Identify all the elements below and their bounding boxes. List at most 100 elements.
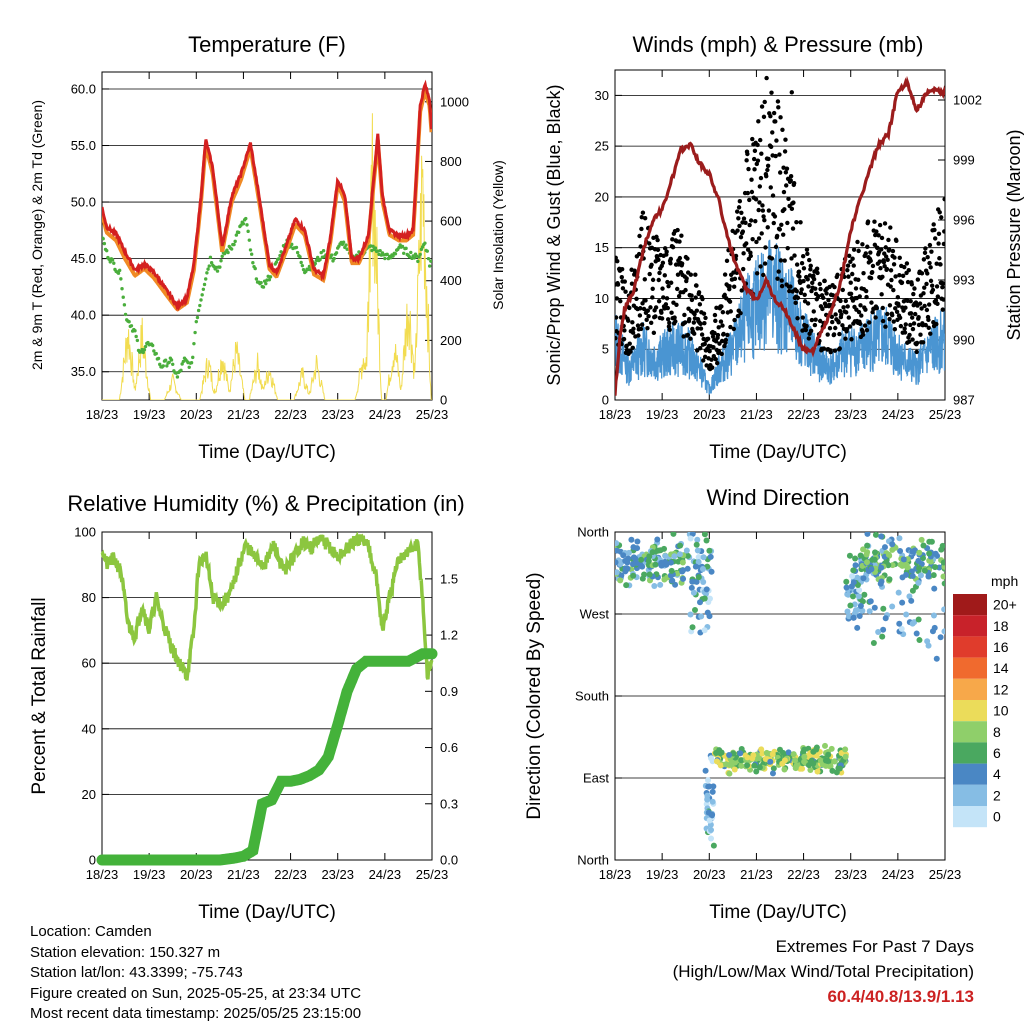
direction-point bbox=[895, 589, 902, 596]
direction-point bbox=[744, 762, 751, 769]
gust-point bbox=[905, 279, 911, 285]
dewpoint-point bbox=[175, 375, 180, 379]
gust-point bbox=[630, 345, 635, 351]
dewpoint-point bbox=[199, 298, 203, 302]
rh-series bbox=[96, 532, 438, 866]
x-tick-label: 24/23 bbox=[882, 867, 915, 882]
gust-point bbox=[736, 216, 741, 221]
direction-point bbox=[925, 573, 932, 580]
gust-point bbox=[916, 322, 922, 328]
gust-point bbox=[764, 173, 769, 179]
gust-point bbox=[675, 227, 680, 233]
gust-point bbox=[928, 278, 934, 284]
legend-label: 0 bbox=[993, 809, 1001, 825]
dewpoint-point bbox=[371, 244, 375, 249]
gust-point bbox=[731, 326, 736, 332]
gust-point bbox=[888, 268, 894, 273]
gust-point bbox=[721, 331, 726, 337]
gust-point bbox=[714, 305, 719, 311]
gust-point bbox=[863, 251, 868, 256]
gust-point bbox=[638, 306, 643, 311]
gust-point bbox=[841, 305, 846, 310]
dewpoint-point bbox=[254, 277, 259, 281]
gust-point bbox=[843, 336, 848, 341]
direction-point bbox=[705, 783, 712, 790]
direction-point bbox=[758, 746, 765, 753]
direction-point bbox=[703, 586, 710, 593]
y-tick-label: 60.0 bbox=[71, 81, 96, 96]
y2-tick-label: 0.3 bbox=[440, 796, 458, 811]
gust-point bbox=[788, 284, 793, 289]
gust-point bbox=[720, 309, 726, 315]
gust-point bbox=[620, 286, 626, 291]
gust-point bbox=[715, 332, 721, 338]
gust-point bbox=[818, 286, 823, 292]
gust-point bbox=[710, 365, 715, 370]
direction-point bbox=[849, 573, 856, 580]
gust-point bbox=[857, 294, 862, 299]
gust-point bbox=[703, 315, 708, 321]
gust-point bbox=[896, 303, 901, 308]
direction-point bbox=[646, 571, 653, 578]
direction-title: Wind Direction bbox=[706, 485, 849, 510]
dewpoint-point bbox=[319, 250, 323, 255]
gust-point bbox=[928, 331, 933, 336]
gust-point bbox=[922, 303, 927, 309]
gust-point bbox=[760, 208, 766, 213]
location-text: Location: Camden bbox=[30, 923, 152, 940]
gust-point bbox=[906, 339, 912, 344]
gust-point bbox=[773, 153, 778, 159]
legend-swatch bbox=[953, 657, 987, 679]
gust-point bbox=[938, 262, 943, 267]
y-tick-label: 15 bbox=[595, 240, 609, 255]
gust-point bbox=[932, 227, 937, 233]
gust-point bbox=[692, 331, 697, 336]
gust-point bbox=[667, 320, 672, 326]
gust-point bbox=[860, 242, 865, 247]
direction-point bbox=[843, 584, 850, 591]
gust-point bbox=[856, 248, 861, 254]
direction-point bbox=[634, 538, 641, 545]
gust-point bbox=[893, 306, 898, 311]
gust-point bbox=[789, 90, 794, 95]
gust-point bbox=[666, 283, 671, 289]
gust-point bbox=[865, 244, 870, 249]
gust-point bbox=[679, 261, 685, 266]
dewpoint-point bbox=[191, 355, 195, 360]
gust-point bbox=[651, 330, 657, 336]
gust-point bbox=[615, 282, 621, 287]
gust-point bbox=[665, 317, 671, 322]
direction-point bbox=[871, 556, 878, 563]
gust-point bbox=[713, 318, 718, 324]
direction-point bbox=[769, 751, 776, 758]
y2-tick-label: 0 bbox=[440, 393, 447, 408]
gust-point bbox=[781, 232, 786, 237]
gust-point bbox=[889, 277, 894, 283]
gust-point bbox=[647, 271, 652, 277]
direction-point bbox=[857, 552, 864, 559]
direction-point bbox=[844, 608, 851, 615]
gust-point bbox=[630, 330, 636, 335]
direction-point bbox=[708, 812, 715, 819]
gust-point bbox=[704, 363, 709, 368]
gust-point bbox=[619, 275, 624, 280]
direction-point bbox=[717, 762, 724, 769]
gust-point bbox=[830, 319, 835, 325]
dewpoint-point bbox=[133, 329, 137, 333]
direction-point bbox=[842, 753, 849, 760]
direction-point bbox=[689, 624, 696, 631]
direction-point bbox=[638, 556, 645, 563]
direction-point bbox=[670, 532, 677, 537]
dewpoint-point bbox=[295, 250, 300, 255]
gust-point bbox=[883, 324, 888, 329]
gust-point bbox=[759, 104, 765, 109]
gust-point bbox=[851, 247, 857, 252]
gust-point bbox=[793, 300, 798, 306]
gust-point bbox=[926, 317, 931, 323]
gust-point bbox=[847, 253, 852, 259]
y2-tick-label: 1.5 bbox=[440, 571, 458, 586]
gust-point bbox=[645, 308, 651, 313]
gust-point bbox=[623, 289, 628, 294]
gust-point bbox=[653, 305, 659, 310]
